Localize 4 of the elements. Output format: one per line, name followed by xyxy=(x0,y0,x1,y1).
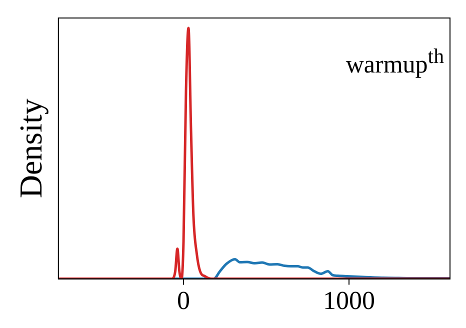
annotation: warmup$^{th}$ xyxy=(346,44,444,80)
x-tick-label: 1000 xyxy=(323,286,376,316)
x-tick-label: 0 xyxy=(177,286,190,316)
y-axis-title: Density xyxy=(12,98,49,198)
